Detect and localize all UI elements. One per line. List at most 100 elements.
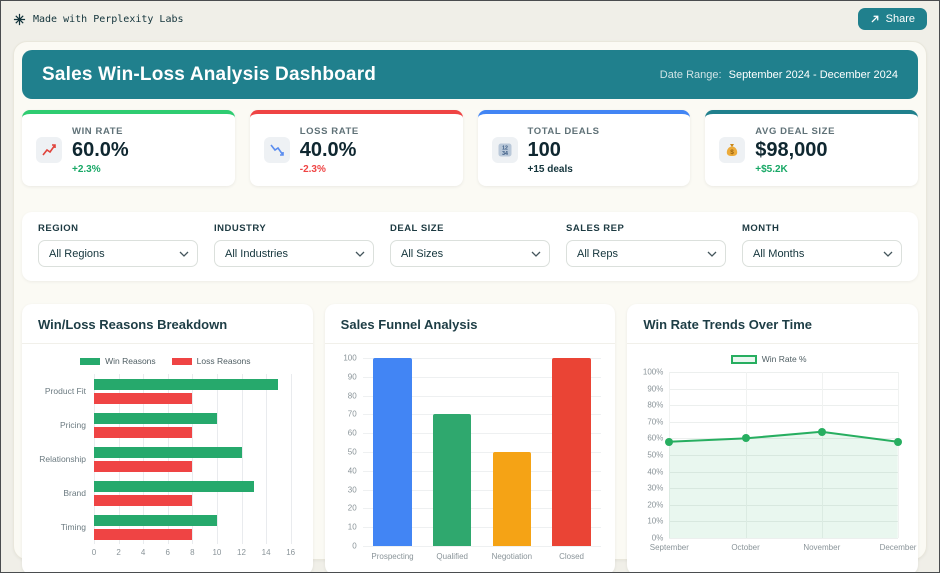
axis-tick-label: November: [803, 543, 841, 552]
gridline-horizontal: [362, 395, 602, 397]
kpi-card-total-deals: 12 34 TOTAL DEALS 100 +15 deals: [477, 110, 691, 186]
kpi-value: $98,000: [755, 138, 828, 161]
gridline-horizontal: [362, 546, 602, 547]
kpi-trend: +2.3%: [72, 163, 101, 175]
axis-tick-label: Negotiation: [491, 552, 533, 561]
legend-swatch: [80, 357, 101, 365]
gridline-vertical: [118, 374, 120, 544]
bar-group: Product Fit: [45, 374, 291, 408]
kpi-trend: +15 deals: [527, 163, 573, 175]
gridline-horizontal: [669, 521, 899, 523]
gridline-horizontal: [362, 376, 602, 378]
kpi-value: 40.0%: [299, 138, 357, 161]
gridline-vertical: [898, 372, 900, 538]
month-select[interactable]: All Months: [742, 240, 902, 267]
category-label: Product Fit: [44, 386, 86, 396]
chart-plot-area: Product Fit Pricing Relationship Brand Timin…: [39, 374, 292, 544]
gridline-horizontal: [669, 488, 899, 490]
top-bar: Made with Perplexity Labs Share: [1, 1, 939, 37]
axis-tick-label: 4: [140, 548, 146, 557]
bars-container: [363, 358, 602, 546]
axis-tick-label: 2: [116, 548, 121, 557]
legend-swatch: [730, 354, 757, 364]
chart-increasing-icon: [36, 137, 62, 163]
kpi-card-loss-rate: LOSS RATE 40.0% -2.3%: [249, 110, 463, 186]
filter-sales-rep: SALES REP All Reps: [566, 223, 726, 267]
gridline-horizontal: [362, 433, 602, 435]
chart-x-axis: September October November December: [650, 538, 917, 554]
axis-tick-label: 20: [347, 503, 357, 513]
filter-region: REGION All Regions: [38, 223, 198, 267]
filter-industry: INDUSTRY All Industries: [214, 223, 374, 267]
bar: [94, 494, 193, 506]
gridline-horizontal: [362, 358, 602, 359]
gridline-horizontal: [362, 414, 602, 416]
gridline-horizontal: [669, 471, 899, 473]
chart-card-win-rate-trends: Win Rate Trends Over Time Win Rate % 0% 1…: [627, 304, 919, 572]
legend-swatch: [171, 357, 192, 365]
axis-tick-label: Qualified: [436, 552, 468, 561]
data-point: [741, 434, 750, 443]
deal-size-select[interactable]: All Sizes: [390, 240, 550, 267]
legend-item: Win Reasons: [80, 356, 156, 366]
kpi-label: LOSS RATE: [299, 125, 359, 137]
date-range-label: Date Range:: [659, 68, 722, 81]
sales-rep-select[interactable]: All Reps: [566, 240, 726, 267]
bar: [373, 358, 412, 546]
brand-label: Made with Perplexity Labs: [33, 13, 184, 25]
gridline-horizontal: [362, 470, 602, 472]
kpi-value: 100: [527, 138, 561, 161]
axis-tick-label: 8: [190, 548, 195, 557]
chart-plot-area: 0% 10% 20% 30% 40% 50% 60% 70% 80% 90% 100%: [643, 368, 903, 543]
axis-tick-label: 6: [165, 548, 170, 557]
axis-tick-label: 10: [347, 522, 357, 532]
bar: [433, 414, 472, 546]
filter-label: MONTH: [742, 223, 780, 234]
legend-label: Loss Reasons: [196, 356, 251, 366]
dashboard-panel: Sales Win-Loss Analysis Dashboard Date R…: [13, 41, 927, 572]
kpi-label: AVG DEAL SIZE: [755, 125, 836, 137]
axis-tick-label: 50%: [647, 450, 664, 460]
kpi-label: WIN RATE: [72, 125, 124, 137]
bar: [94, 392, 193, 404]
axis-tick-label: 60%: [647, 433, 664, 443]
axis-tick-label: October: [731, 543, 760, 552]
svg-text:34: 34: [502, 151, 508, 157]
axis-tick-label: 90: [347, 372, 357, 382]
filter-label: REGION: [38, 223, 79, 234]
axis-tick-label: 30: [347, 485, 357, 495]
share-button[interactable]: Share: [857, 8, 927, 30]
legend-item: Win Rate %: [730, 354, 807, 364]
axis-tick-label: 40%: [647, 467, 664, 477]
gridline-horizontal: [669, 504, 899, 506]
axis-tick-label: 70%: [647, 417, 664, 427]
charts-row: Win/Loss Reasons Breakdown Win Reasons Lo…: [22, 304, 919, 572]
gridline-horizontal: [669, 538, 899, 539]
bar: [94, 378, 279, 390]
industry-select[interactable]: All Industries: [214, 240, 374, 267]
axis-tick-label: 100: [343, 353, 357, 363]
region-select[interactable]: All Regions: [38, 240, 198, 267]
gridline-vertical: [745, 372, 747, 538]
bar: [94, 480, 254, 492]
kpi-card-avg-deal-size: $ AVG DEAL SIZE $98,000 +$5.2K: [705, 110, 918, 186]
win-rate-trends-chart: Win Rate % 0% 10% 20% 30% 40% 50% 60% 70% 80% 90%…: [627, 344, 918, 558]
chart-title: Win/Loss Reasons Breakdown: [22, 304, 313, 344]
bar-group: Timing: [61, 510, 291, 544]
bar-slot: [363, 358, 423, 546]
gridline-vertical: [241, 374, 243, 544]
gridline-horizontal: [669, 438, 899, 440]
bar-group: Relationship: [39, 442, 291, 476]
axis-tick-label: 90%: [647, 384, 664, 394]
dashboard-header: Sales Win-Loss Analysis Dashboard Date R…: [22, 50, 918, 99]
bar-slot: [482, 358, 542, 546]
legend-item: Loss Reasons: [171, 356, 251, 366]
chart-plot-area: 0 10 20 30 40 50 60 70 80 90 100: [343, 354, 602, 551]
chart-legend: Win Rate %: [633, 354, 904, 364]
category-label: Brand: [63, 488, 86, 498]
axis-tick-label: 0%: [651, 533, 664, 543]
filter-label: DEAL SIZE: [390, 223, 444, 234]
gridline-horizontal: [669, 421, 899, 423]
chart-x-axis: Prospecting Qualified Negotiation Closed: [363, 546, 602, 564]
